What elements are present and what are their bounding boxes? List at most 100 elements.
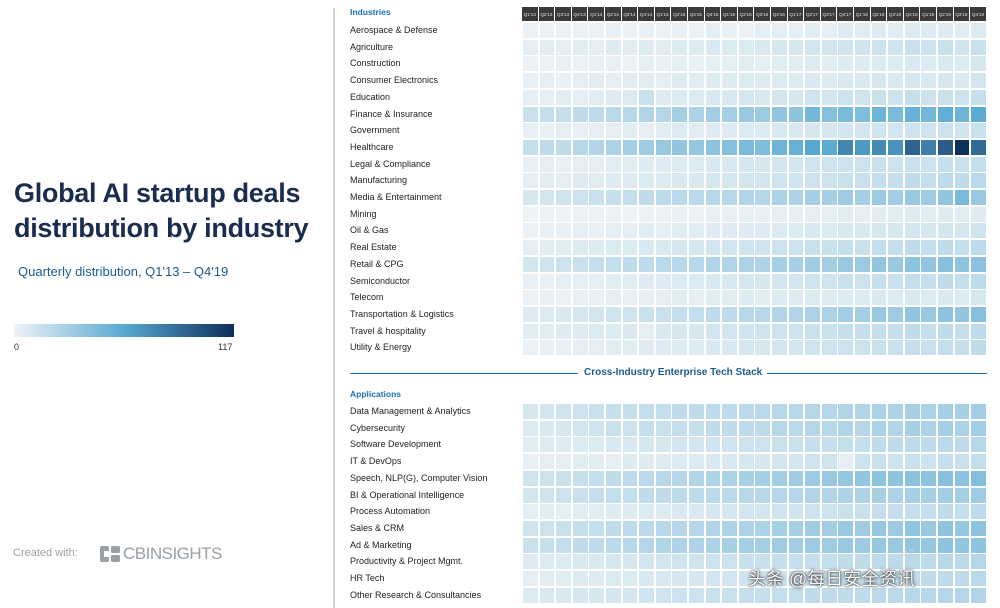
heatmap-cell xyxy=(787,272,805,290)
heatmap-cell xyxy=(854,222,871,240)
heatmap-cell xyxy=(671,255,689,273)
heatmap-cell xyxy=(920,553,938,571)
heatmap-cell xyxy=(754,339,772,357)
heatmap-cell xyxy=(538,536,556,554)
heatmap-cell xyxy=(870,570,888,587)
heatmap-cell xyxy=(654,88,672,106)
heatmap-cell xyxy=(920,88,938,106)
heatmap-cell xyxy=(870,222,888,240)
heatmap-cell xyxy=(804,239,822,257)
heatmap-cell xyxy=(638,486,656,504)
heatmap-cell xyxy=(671,189,689,206)
heatmap-cell xyxy=(920,436,938,454)
heatmap-cell xyxy=(605,239,622,257)
heatmap-cell xyxy=(920,22,938,39)
heatmap-cell xyxy=(804,436,822,454)
heatmap-cell xyxy=(870,503,888,521)
heatmap-cell xyxy=(638,453,656,471)
heatmap-cell xyxy=(555,553,573,571)
heatmap-cell xyxy=(854,172,871,190)
heatmap-cell xyxy=(605,570,622,587)
heatmap-cell xyxy=(787,536,805,554)
heatmap-cell xyxy=(887,172,905,190)
heatmap-cell xyxy=(920,122,938,140)
heatmap-cell xyxy=(804,172,822,190)
heatmap-cell xyxy=(920,469,938,487)
heatmap-cell xyxy=(787,222,805,240)
heatmap-cell xyxy=(737,22,755,39)
heatmap-cell xyxy=(754,519,772,537)
heatmap-cell xyxy=(970,239,988,257)
heatmap-cell xyxy=(638,503,656,521)
heatmap-cell xyxy=(903,486,921,504)
heatmap-cell xyxy=(737,469,755,487)
heatmap-cell xyxy=(837,155,855,173)
heatmap-cell xyxy=(555,519,573,537)
heatmap-cell xyxy=(571,172,589,190)
heatmap-row-label: Process Automation xyxy=(350,506,431,517)
heatmap-cell xyxy=(787,486,805,504)
heatmap-cell xyxy=(953,570,971,587)
heatmap-cell xyxy=(737,239,755,257)
heatmap-cell xyxy=(870,453,888,471)
heatmap-cell xyxy=(555,469,573,487)
heatmap-cell xyxy=(837,189,855,206)
heatmap-cell xyxy=(887,469,905,487)
heatmap-row-label: Travel & hospitality xyxy=(350,325,426,336)
heatmap-row-label: HR Tech xyxy=(350,573,385,583)
heatmap-cell xyxy=(870,536,888,554)
heatmap-cell xyxy=(953,205,971,223)
heatmap-cell xyxy=(571,222,589,240)
heatmap-cell xyxy=(804,339,822,357)
heatmap-cell xyxy=(837,172,855,190)
heatmap-cell xyxy=(671,436,689,454)
heatmap-cell xyxy=(771,503,788,521)
heatmap-cell xyxy=(903,88,921,106)
heatmap-cell xyxy=(870,22,888,39)
heatmap-cell xyxy=(704,105,722,123)
heatmap-cell xyxy=(737,222,755,240)
heatmap-cell xyxy=(771,322,788,340)
heatmap-cell xyxy=(638,553,656,571)
heatmap-cell xyxy=(920,586,938,604)
heatmap-cell xyxy=(920,305,938,323)
heatmap-cell xyxy=(854,419,871,437)
heatmap-cell xyxy=(854,72,871,90)
heatmap-cell xyxy=(854,436,871,454)
heatmap-cell xyxy=(870,322,888,340)
heatmap-cell xyxy=(854,486,871,504)
heatmap-cell xyxy=(522,586,539,604)
heatmap-cell xyxy=(837,205,855,223)
heatmap-cell xyxy=(820,72,838,90)
heatmap-cell xyxy=(621,55,639,73)
heatmap-cell xyxy=(787,88,805,106)
heatmap-cell xyxy=(555,189,573,206)
heatmap-cell xyxy=(820,105,838,123)
heatmap-cell xyxy=(737,88,755,106)
heatmap-cell xyxy=(721,570,739,587)
quarter-header-label: Q1'15 xyxy=(654,7,671,21)
heatmap-cell xyxy=(787,503,805,521)
heatmap-cell xyxy=(837,88,855,106)
heatmap-cell xyxy=(538,519,556,537)
heatmap-cell xyxy=(854,105,871,123)
heatmap-cell xyxy=(522,453,539,471)
heatmap-cell xyxy=(671,155,689,173)
heatmap-cell xyxy=(903,536,921,554)
heatmap-cell xyxy=(870,155,888,173)
heatmap-cell xyxy=(688,339,705,357)
heatmap-cell xyxy=(638,586,656,604)
heatmap-cell xyxy=(837,403,855,420)
heatmap-cell xyxy=(737,138,755,156)
heatmap-cell xyxy=(621,222,639,240)
heatmap-cell xyxy=(538,138,556,156)
heatmap-row-label: Real Estate xyxy=(350,242,397,253)
heatmap-cell xyxy=(837,419,855,437)
heatmap-cell xyxy=(688,255,705,273)
heatmap-cell xyxy=(771,403,788,420)
heatmap-cell xyxy=(555,138,573,156)
heatmap-cell xyxy=(605,339,622,357)
heatmap-cell xyxy=(721,239,739,257)
heatmap-cell xyxy=(605,55,622,73)
heatmap-cell xyxy=(522,138,539,156)
